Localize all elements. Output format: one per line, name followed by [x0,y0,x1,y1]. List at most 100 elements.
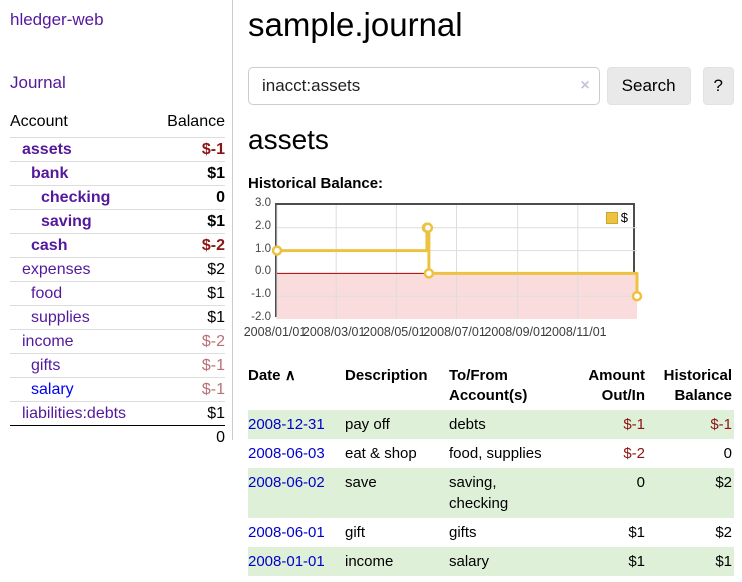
x-tick-label: 2008/11/01 [544,325,607,339]
col-balance: Historical Balance [663,367,732,404]
y-tick-label: 2.0 [255,219,271,232]
col-accounts: To/From Account(s) [449,367,528,404]
chart-heading: Historical Balance: [248,175,384,192]
account-balance: $-1 [153,377,225,402]
help-button[interactable]: ? [702,67,734,105]
txn-accounts: food, supplies [449,445,542,462]
x-tick-label: 2008/09/01 [484,325,547,339]
chart-y-axis-labels: 3.0 2.0 1.0 0.0 -1.0 -2.0 [248,197,271,323]
txn-description: gift [345,524,366,541]
register-header-row: Date ∧ Description To/From Account(s) Am… [248,364,734,410]
account-row: bank $1 [10,161,225,186]
txn-amount: 0 [559,468,647,518]
account-row: salary $-1 [10,377,225,402]
account-link-supplies[interactable]: supplies [31,308,90,326]
accounts-table: Account Balance assets $-1 bank $1 check… [10,113,225,449]
txn-balance: $1 [647,547,734,576]
account-link-salary[interactable]: salary [31,380,74,398]
txn-accounts: gifts [449,524,477,541]
brand-link[interactable]: hledger-web [10,10,104,29]
txn-balance: $2 [715,524,732,541]
account-balance: 0 [153,185,225,210]
txn-amount: $-2 [623,445,645,462]
chart-plot-area: $ [271,203,643,319]
txn-description: pay off [345,410,449,439]
txn-balance: 0 [723,445,732,462]
account-balance: $1 [153,161,225,186]
txn-date-link[interactable]: 2008-12-31 [248,416,325,433]
app-brand: hledger-web [10,10,225,30]
account-link-saving[interactable]: saving [41,212,92,230]
search-form: × Search ? [248,67,734,105]
col-amount: Amount Out/In [588,367,645,404]
account-balance: $-1 [153,137,225,162]
account-row: income $-2 [10,329,225,354]
account-balance: $2 [153,257,225,282]
account-link-cash[interactable]: cash [31,236,68,254]
y-tick-label: 3.0 [255,197,271,209]
x-tick-label: 2008/05/01 [363,325,426,339]
txn-balance: $-1 [647,410,734,439]
search-input[interactable] [248,67,600,105]
account-balance: $1 [153,305,225,330]
txn-date-link[interactable]: 2008-06-02 [248,474,325,491]
register-table: Date ∧ Description To/From Account(s) Am… [248,364,734,576]
col-description: Description [345,367,428,384]
txn-balance: $2 [647,468,734,518]
account-link-food[interactable]: food [31,284,63,302]
txn-description: income [345,547,449,576]
register-row: 2008-12-31 pay off debts $-1 $-1 [248,410,734,439]
register-row: 2008-06-01 gift gifts $1 $2 [248,518,734,547]
txn-date-link[interactable]: 2008-06-01 [248,524,325,541]
account-link-liabilities-debts[interactable]: liabilities:debts [22,404,127,422]
x-tick-label: 2008/07/01 [423,325,486,339]
account-link-income[interactable]: income [22,332,74,350]
y-tick-label: 1.0 [255,242,271,255]
account-balance: $1 [153,401,225,426]
y-tick-label: 0.0 [255,265,271,278]
account-link-assets[interactable]: assets [22,140,72,158]
sidebar-nav: Journal [10,73,225,93]
accounts-header-row: Account Balance [10,113,225,138]
x-tick-label: 2008/03/01 [302,325,366,339]
txn-description: save [345,468,449,518]
accounts-total-row: 0 [10,425,225,449]
txn-accounts: salary [449,547,559,576]
chart-canvas [271,205,643,319]
account-row: supplies $1 [10,305,225,330]
txn-description: eat & shop [345,445,417,462]
accounts-total-value: 0 [153,425,225,449]
y-tick-label: -2.0 [251,311,271,323]
txn-date-link[interactable]: 2008-06-03 [248,445,325,462]
legend-label: $ [620,210,628,225]
account-balance: $1 [153,281,225,306]
account-row: liabilities:debts $1 [10,401,225,426]
txn-accounts: debts [449,410,559,439]
register-row: 2008-06-03 eat & shop food, supplies $-2… [248,439,734,468]
x-tick-label: 2008/01/01 [243,325,307,339]
account-balance: $-2 [153,329,225,354]
col-date[interactable]: Date ∧ [248,367,296,384]
accounts-col-balance: Balance [167,113,225,130]
nav-journal-link[interactable]: Journal [10,73,66,92]
register-row: 2008-01-01 income salary $1 $1 [248,547,734,576]
account-link-gifts[interactable]: gifts [31,356,61,374]
clear-search-icon[interactable]: × [580,77,590,94]
main-content: sample.journal × Search ? assets Histori… [244,0,734,576]
txn-date-link[interactable]: 2008-01-01 [248,553,325,570]
txn-accounts: saving, checking [449,468,559,518]
page-title: sample.journal [248,6,463,43]
account-row: cash $-2 [10,233,225,258]
chart-legend: $ [605,210,628,225]
search-button[interactable]: Search [606,67,691,105]
account-row: food $1 [10,281,225,306]
historical-balance-chart: 3.0 2.0 1.0 0.0 -1.0 -2.0 $ 2008/01/01 2008/03… [244,197,734,343]
account-row: gifts $-1 [10,353,225,378]
account-title: assets [248,124,329,155]
account-link-bank[interactable]: bank [31,164,69,182]
account-link-checking[interactable]: checking [41,188,111,206]
account-row: assets $-1 [10,137,225,162]
account-link-expenses[interactable]: expenses [22,260,91,278]
txn-amount: $1 [628,524,645,541]
txn-amount: $1 [559,547,647,576]
